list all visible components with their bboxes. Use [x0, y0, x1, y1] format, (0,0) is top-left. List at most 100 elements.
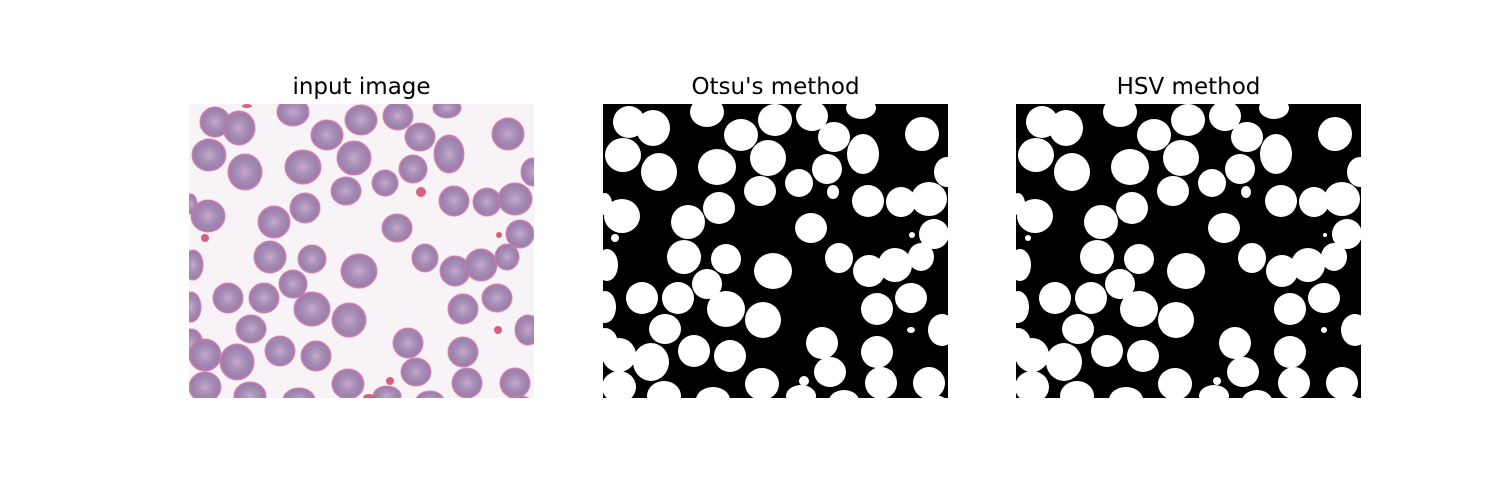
hsv-mask-cell: [1157, 176, 1189, 206]
otsu-mask-cell: [853, 255, 885, 287]
otsu-mask-cell: [604, 199, 640, 233]
hsv-mask-cell: [1318, 117, 1352, 151]
platelet: [386, 377, 394, 385]
red-blood-cell: [447, 336, 479, 368]
hsv-mask-cell: [1308, 283, 1340, 313]
red-blood-cell: [400, 357, 432, 387]
otsu-mask-cell: [812, 154, 842, 184]
hsv-mask-cell: [1278, 367, 1310, 398]
hsv-mask-cell: [1116, 192, 1148, 224]
red-blood-cell: [520, 157, 534, 187]
hsv-mask-cell: [1324, 182, 1360, 216]
hsv-mask-speck: [1321, 327, 1327, 333]
hsv-mask-cell: [1127, 340, 1159, 372]
red-blood-cell: [438, 185, 470, 217]
hsv-mask-cell: [1018, 138, 1054, 172]
red-blood-cell: [382, 104, 414, 131]
otsu-mask-cell: [745, 302, 781, 338]
otsu-mask-cell: [605, 138, 641, 172]
otsu-mask-cell: [698, 149, 736, 185]
otsu-mask-cell: [754, 253, 792, 289]
hsv-mask-cell: [1291, 248, 1325, 282]
otsu-mask-speck: [611, 234, 619, 242]
hsv-mask-cell: [1260, 134, 1292, 174]
hsv-mask-cell: [1016, 193, 1025, 215]
hsv-mask-cell: [1227, 357, 1259, 387]
otsu-mask-cell: [692, 269, 722, 299]
red-blood-cell: [340, 253, 378, 289]
hsv-mask-cell: [1049, 110, 1083, 146]
red-blood-cell: [494, 243, 520, 271]
otsu-mask-cell: [829, 390, 859, 398]
hsv-mask-cell: [1158, 302, 1194, 338]
red-blood-cell: [336, 140, 372, 176]
otsu-mask-cell: [818, 122, 850, 152]
red-blood-cell: [464, 248, 498, 282]
hsv-mask-cell: [1103, 104, 1137, 127]
red-blood-cell: [499, 367, 531, 398]
otsu-mask-cell: [633, 343, 669, 381]
red-blood-cell: [415, 390, 445, 398]
otsu-mask-cell: [878, 248, 912, 282]
otsu-mask-speck: [907, 327, 915, 333]
otsu-mask-cell: [846, 104, 876, 119]
otsu-mask-cell: [678, 335, 710, 367]
otsu-mask-cell: [626, 282, 658, 314]
otsu-mask-cell: [690, 104, 724, 127]
platelet: [416, 187, 426, 197]
hsv-mask-cell: [1105, 269, 1135, 299]
otsu-method-title: Otsu's method: [691, 74, 860, 100]
hsv-mask-cell: [1084, 205, 1118, 239]
hsv-mask-image: [1016, 104, 1361, 398]
platelet: [363, 394, 375, 398]
red-blood-cell: [447, 293, 479, 325]
otsu-mask-speck: [799, 376, 809, 386]
red-blood-cell: [219, 343, 255, 381]
red-blood-cell: [310, 119, 344, 151]
red-blood-cell: [190, 199, 226, 233]
red-blood-cell: [189, 249, 204, 281]
hsv-mask-cell: [1158, 368, 1192, 398]
hsv-mask-cell: [1109, 387, 1143, 398]
otsu-mask-cell: [603, 193, 612, 215]
red-blood-cell: [398, 154, 428, 184]
hsv-mask-cell: [1209, 104, 1241, 131]
red-blood-cell: [472, 187, 502, 217]
hsv-mask-cell: [1198, 169, 1226, 197]
otsu-mask-cell: [750, 140, 786, 176]
platelet: [494, 326, 502, 334]
hsv-mask-cell: [1091, 335, 1123, 367]
red-blood-cell: [222, 110, 256, 146]
otsu-mask-cell: [934, 157, 948, 187]
hsv-mask-speck: [1241, 186, 1251, 198]
red-blood-cell: [433, 134, 465, 174]
hsv-mask-cell: [1016, 249, 1031, 281]
otsu-mask-cell: [603, 371, 636, 398]
red-blood-cell: [293, 291, 331, 327]
otsu-mask-cell: [865, 367, 897, 398]
hsv-mask-cell: [1259, 104, 1289, 119]
otsu-mask-cell: [847, 134, 879, 174]
red-blood-cell: [514, 314, 534, 346]
red-blood-cell: [278, 269, 308, 299]
red-blood-cell: [257, 205, 291, 239]
otsu-mask-cell: [861, 336, 893, 368]
otsu-mask-cell: [921, 395, 945, 398]
hsv-mask-cell: [1238, 243, 1266, 273]
otsu-mask-speck: [909, 232, 915, 238]
red-blood-cell: [300, 340, 332, 372]
otsu-mask-cell: [744, 176, 776, 206]
red-blood-cell: [276, 104, 310, 127]
otsu-mask-cell: [919, 219, 948, 249]
red-blood-cell: [227, 153, 263, 191]
red-blood-cell: [235, 314, 267, 344]
hsv-mask-cell: [1163, 140, 1199, 176]
hsv-method-title: HSV method: [1116, 74, 1261, 100]
input-image-panel: input image: [189, 0, 534, 504]
otsu-mask-cell: [795, 213, 827, 243]
hsv-mask-cell: [1326, 367, 1358, 398]
hsv-mask-cell: [1265, 185, 1297, 217]
red-blood-cell: [411, 243, 439, 273]
hsv-mask-cell: [1299, 187, 1329, 217]
hsv-mask-cell: [1341, 314, 1361, 346]
